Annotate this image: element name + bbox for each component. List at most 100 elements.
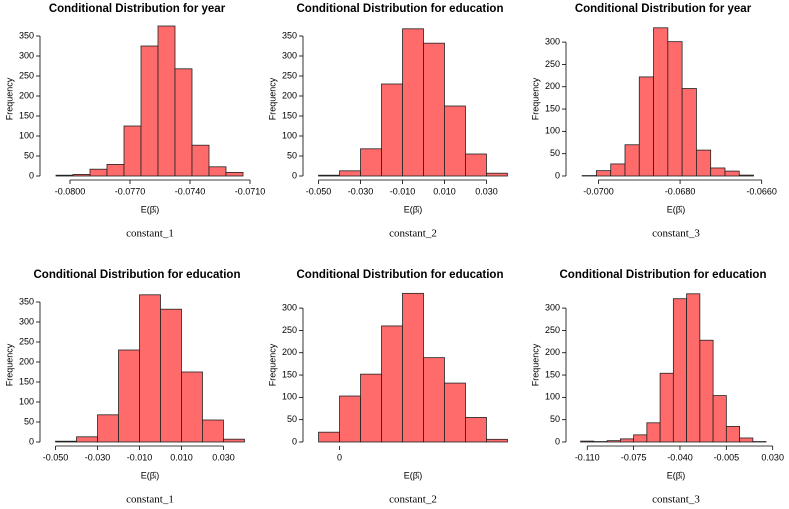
x-tick-label: -0.0770 [115, 186, 146, 196]
bar [610, 163, 626, 177]
bar [208, 166, 227, 177]
bar [106, 163, 125, 177]
y-tick-label: 50 [24, 150, 34, 160]
bar [646, 422, 661, 443]
bar [444, 105, 466, 177]
bar [381, 83, 403, 177]
x-axis-label: E(β̂ᵢ) [667, 470, 686, 480]
bar [606, 440, 621, 443]
y-tick-label: 50 [550, 148, 560, 158]
y-tick-label: 250 [545, 59, 560, 69]
y-tick-label: 150 [19, 110, 34, 120]
bar [160, 308, 182, 443]
y-tick-label: 200 [545, 81, 560, 91]
bar [580, 440, 595, 443]
y-tick-label: 0 [292, 170, 297, 180]
y-tick-label: 250 [545, 325, 560, 335]
bar [465, 417, 487, 443]
bar [360, 373, 382, 443]
bar [202, 419, 224, 443]
y-tick-label: 100 [545, 392, 560, 402]
y-tick-label: 50 [287, 414, 297, 424]
bar [738, 174, 754, 177]
y-tick-label: 0 [555, 170, 560, 180]
bar [318, 174, 340, 177]
bar [118, 349, 140, 443]
bar [638, 76, 654, 177]
y-tick-label: 250 [282, 325, 297, 335]
chart-title: Conditional Distribution for year [49, 3, 226, 15]
x-tick-label: -0.040 [667, 452, 693, 462]
bar [672, 298, 687, 443]
bar [225, 171, 244, 177]
y-tick-label: 100 [282, 392, 297, 402]
y-tick-label: 250 [282, 70, 297, 80]
x-tick-label: -0.010 [390, 186, 416, 196]
x-tick-label: 0.010 [433, 186, 456, 196]
bar [699, 339, 714, 443]
x-tick-label: 0.030 [761, 452, 784, 462]
y-axis-label: Frequency [267, 77, 277, 120]
y-tick-label: 150 [19, 376, 34, 386]
bar [402, 292, 424, 443]
bar [681, 88, 697, 177]
bar [223, 438, 245, 443]
y-axis-label: Frequency [267, 343, 277, 386]
y-tick-label: 200 [545, 347, 560, 357]
x-tick-label: -0.0800 [55, 186, 86, 196]
y-tick-label: 300 [19, 316, 34, 326]
x-axis-label: E(β̂ᵢ) [141, 470, 160, 480]
y-tick-label: 200 [282, 347, 297, 357]
y-tick-label: 150 [282, 369, 297, 379]
y-tick-label: 150 [282, 110, 297, 120]
x-axis-label: E(β̂ᵢ) [404, 470, 423, 480]
y-axis-label: Frequency [530, 343, 540, 386]
y-tick-label: 100 [545, 126, 560, 136]
bar [76, 436, 98, 443]
y-axis-label: Frequency [530, 77, 540, 120]
caption: constant_3 [652, 494, 700, 506]
bar [157, 25, 176, 177]
x-tick-label: -0.0700 [583, 186, 614, 196]
y-tick-label: 0 [292, 436, 297, 446]
x-tick-label: -0.010 [127, 452, 153, 462]
y-tick-label: 350 [282, 30, 297, 40]
y-tick-label: 200 [19, 356, 34, 366]
x-tick-label: -0.075 [621, 452, 647, 462]
x-tick-label: -0.0680 [665, 186, 696, 196]
x-tick-label: -0.0740 [175, 186, 206, 196]
chart-title: Conditional Distribution for education [34, 269, 241, 281]
bar [140, 45, 159, 177]
bar [360, 148, 382, 177]
bar [339, 395, 361, 443]
bar [633, 434, 648, 443]
bar [72, 173, 91, 177]
y-tick-label: 100 [19, 130, 34, 140]
y-tick-label: 300 [19, 50, 34, 60]
y-tick-label: 350 [19, 296, 34, 306]
y-tick-label: 200 [282, 90, 297, 100]
bar [191, 144, 210, 177]
y-tick-label: 300 [545, 302, 560, 312]
y-tick-label: 0 [29, 170, 34, 180]
y-tick-label: 50 [287, 150, 297, 160]
bar [423, 42, 445, 177]
bar [486, 172, 508, 177]
x-axis-label: E(β̂ᵢ) [141, 204, 160, 214]
y-tick-label: 250 [19, 336, 34, 346]
x-tick-label: -0.0710 [235, 186, 266, 196]
caption: constant_2 [389, 228, 437, 240]
x-tick-label: 0.030 [475, 186, 498, 196]
x-tick-label: 0.030 [212, 452, 235, 462]
bar [123, 125, 142, 177]
bar [55, 440, 77, 443]
bar [465, 153, 487, 177]
bar [659, 372, 674, 443]
x-tick-label: -0.050 [306, 186, 332, 196]
bar [739, 437, 754, 443]
chart-title: Conditional Distribution for education [297, 3, 504, 15]
x-axis-label: E(β̂ᵢ) [404, 204, 423, 214]
y-axis-label: Frequency [4, 343, 14, 386]
caption: constant_1 [126, 228, 174, 240]
